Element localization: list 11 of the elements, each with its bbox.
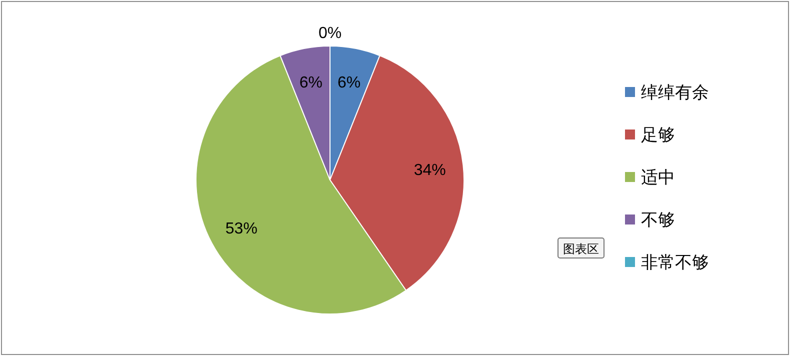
text: 图表区 xyxy=(563,242,599,256)
legend-label: 足够 xyxy=(641,126,675,144)
data-label: 53% xyxy=(225,220,258,238)
legend-label: 不够 xyxy=(641,210,675,230)
legend-label: 适中 xyxy=(641,168,675,187)
text: 0% xyxy=(318,25,342,42)
legend-label: 非常不够 xyxy=(641,253,709,272)
data-label: 6% xyxy=(337,74,361,92)
data-label: 34% xyxy=(414,162,446,179)
data-label: 6% xyxy=(299,74,323,92)
legend-label: 绰绰有余 xyxy=(641,83,709,102)
